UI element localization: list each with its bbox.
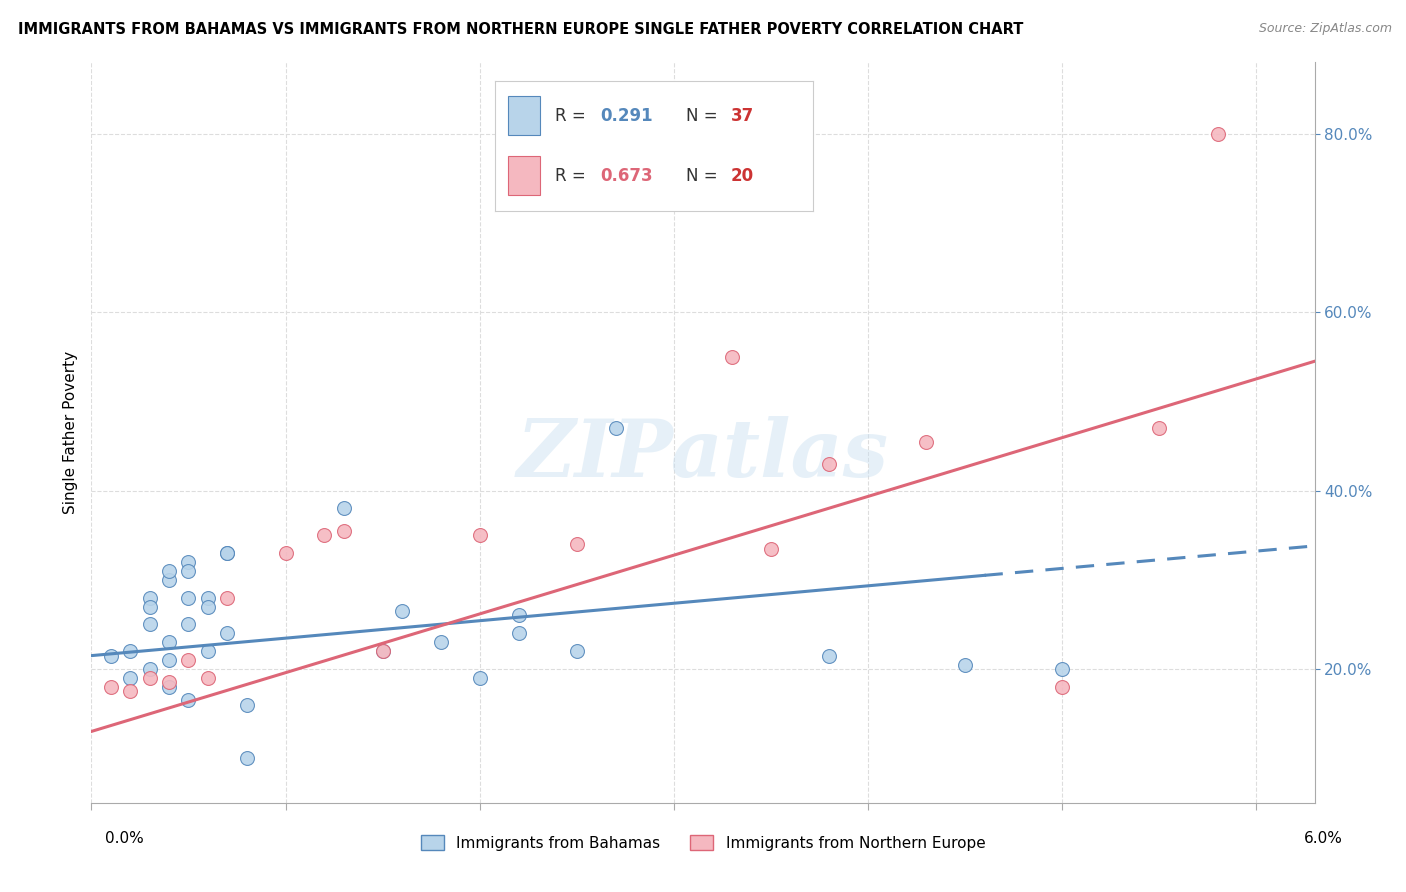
Point xyxy=(120,684,142,698)
Point xyxy=(565,537,588,551)
Point xyxy=(468,671,491,685)
Point xyxy=(177,591,200,605)
Point xyxy=(157,653,180,667)
Point xyxy=(1149,421,1171,435)
Point xyxy=(138,662,160,676)
Text: IMMIGRANTS FROM BAHAMAS VS IMMIGRANTS FROM NORTHERN EUROPE SINGLE FATHER POVERTY: IMMIGRANTS FROM BAHAMAS VS IMMIGRANTS FR… xyxy=(18,22,1024,37)
Point xyxy=(818,648,841,663)
Point xyxy=(468,528,491,542)
Point xyxy=(197,591,219,605)
Text: 6.0%: 6.0% xyxy=(1303,831,1343,847)
Point xyxy=(235,698,257,712)
Point xyxy=(157,573,180,587)
Point xyxy=(177,555,200,569)
Point xyxy=(430,635,453,649)
Point xyxy=(217,546,239,560)
Point xyxy=(120,644,142,658)
Legend: Immigrants from Bahamas, Immigrants from Northern Europe: Immigrants from Bahamas, Immigrants from… xyxy=(420,835,986,851)
Point xyxy=(371,644,394,658)
Point xyxy=(274,546,297,560)
Point xyxy=(235,751,257,765)
Point xyxy=(197,599,219,614)
Text: ZIPatlas: ZIPatlas xyxy=(517,416,889,493)
Point xyxy=(177,693,200,707)
Point xyxy=(157,635,180,649)
Point xyxy=(1050,680,1073,694)
Point xyxy=(1050,662,1073,676)
Point xyxy=(157,680,180,694)
Point xyxy=(1206,127,1229,141)
Point xyxy=(217,546,239,560)
Point xyxy=(177,653,200,667)
Point xyxy=(391,604,413,618)
Point xyxy=(565,644,588,658)
Point xyxy=(138,671,160,685)
Point xyxy=(953,657,976,672)
Point xyxy=(818,457,841,471)
Point xyxy=(314,528,336,542)
Point xyxy=(197,671,219,685)
Text: 0.0%: 0.0% xyxy=(105,831,145,847)
Point xyxy=(177,564,200,578)
Point xyxy=(157,675,180,690)
Point xyxy=(100,648,122,663)
Point xyxy=(759,541,782,556)
Point xyxy=(120,671,142,685)
Point xyxy=(138,591,160,605)
Text: Source: ZipAtlas.com: Source: ZipAtlas.com xyxy=(1258,22,1392,36)
Point xyxy=(333,501,356,516)
Point xyxy=(138,617,160,632)
Point xyxy=(100,680,122,694)
Point xyxy=(371,644,394,658)
Point xyxy=(177,617,200,632)
Point xyxy=(508,608,530,623)
Point xyxy=(915,434,938,449)
Point xyxy=(157,564,180,578)
Y-axis label: Single Father Poverty: Single Father Poverty xyxy=(62,351,77,514)
Point xyxy=(721,350,744,364)
Point xyxy=(217,591,239,605)
Point xyxy=(333,524,356,538)
Point xyxy=(197,644,219,658)
Point xyxy=(138,599,160,614)
Point xyxy=(508,626,530,640)
Point xyxy=(217,626,239,640)
Point xyxy=(605,421,627,435)
